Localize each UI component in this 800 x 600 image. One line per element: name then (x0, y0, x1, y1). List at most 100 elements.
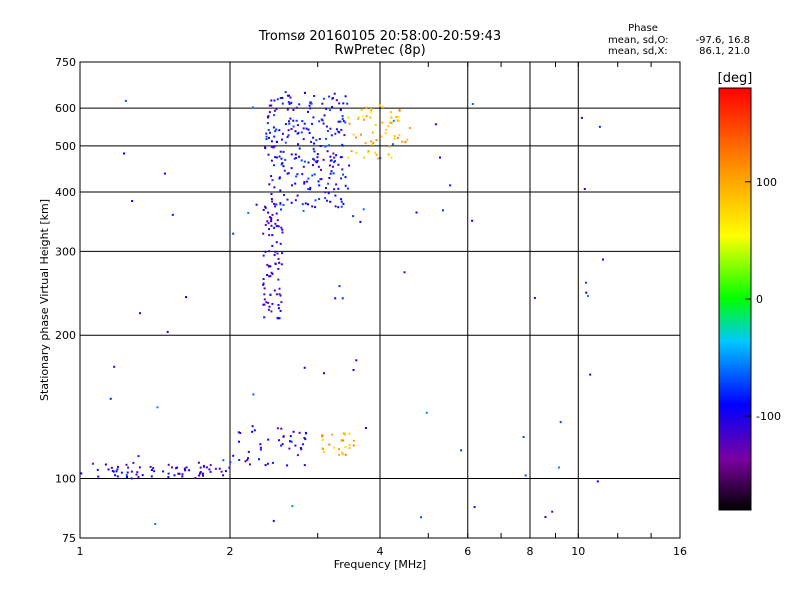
data-point (239, 432, 242, 434)
data-point (304, 438, 307, 441)
data-point (267, 301, 270, 304)
data-point (460, 449, 463, 452)
data-point (277, 278, 280, 281)
data-point (262, 283, 265, 286)
data-point (262, 278, 265, 280)
data-point (201, 473, 204, 475)
data-point (270, 310, 273, 313)
data-point (341, 117, 344, 120)
data-point (199, 466, 202, 469)
data-point (302, 138, 305, 141)
data-point (138, 466, 141, 469)
data-point (355, 359, 358, 362)
y-tick-label: 200 (55, 329, 76, 342)
data-point (544, 516, 547, 518)
data-point (167, 476, 170, 479)
data-point (278, 176, 281, 179)
data-point (397, 115, 400, 118)
data-point (262, 254, 265, 257)
data-point (294, 153, 297, 156)
data-point (113, 365, 116, 368)
data-point (379, 157, 382, 159)
data-point (271, 272, 274, 275)
colorbar-tick-label: -100 (756, 410, 781, 423)
x-tick-label: 10 (571, 545, 585, 558)
data-point (276, 98, 279, 101)
data-point (333, 92, 336, 95)
data-point (340, 205, 343, 208)
data-point (270, 175, 273, 178)
data-point (342, 120, 345, 123)
data-point (294, 199, 297, 202)
data-point (150, 475, 153, 478)
data-point (333, 156, 336, 159)
data-point (291, 184, 293, 187)
data-point (288, 122, 291, 125)
data-point (313, 150, 316, 153)
data-point (167, 472, 170, 475)
data-point (299, 447, 302, 449)
data-point (316, 153, 319, 156)
data-point (263, 316, 266, 319)
data-point (279, 202, 282, 204)
data-point (279, 294, 282, 297)
data-point (332, 172, 335, 175)
data-point (329, 109, 331, 112)
data-point (319, 178, 322, 181)
data-point (220, 470, 223, 473)
data-point (316, 156, 319, 159)
data-point (364, 142, 367, 145)
stats-o-values: -97.6, 16.8 (696, 35, 751, 46)
data-point (290, 128, 293, 130)
data-point (270, 198, 273, 200)
data-point (344, 184, 347, 187)
data-point (314, 160, 317, 163)
data-point (334, 205, 337, 208)
data-point (311, 205, 314, 208)
data-point (307, 161, 310, 164)
data-point (284, 158, 287, 161)
axis-ticks: 1 2 4 6 8 10 16 75 100 200 300 400 500 600 750 (55, 56, 687, 558)
data-point (390, 121, 393, 124)
data-point (284, 91, 287, 94)
data-point (329, 159, 332, 162)
data-point (309, 107, 312, 110)
data-point (238, 440, 240, 443)
data-point (307, 203, 309, 206)
data-point (322, 122, 325, 125)
data-point (283, 194, 285, 196)
data-point (293, 157, 296, 160)
data-point (352, 215, 355, 218)
data-point (298, 431, 301, 434)
data-point (303, 437, 306, 439)
data-point (350, 150, 353, 153)
data-point (262, 282, 265, 285)
data-point (279, 97, 282, 99)
data-point (270, 104, 273, 107)
data-point (348, 164, 351, 167)
data-point (328, 443, 331, 446)
data-point (266, 220, 269, 223)
data-point (280, 263, 283, 266)
data-point (323, 372, 325, 375)
data-point (442, 209, 444, 212)
data-point (325, 137, 327, 140)
data-point (266, 462, 269, 465)
data-point (278, 129, 281, 132)
data-point (264, 223, 267, 226)
data-point (270, 271, 273, 274)
data-point (183, 467, 186, 470)
data-point (271, 200, 274, 203)
data-point (314, 206, 317, 209)
data-point (370, 109, 373, 112)
data-point (96, 468, 99, 471)
data-point (185, 466, 188, 469)
chart-subtitle: RwPretec (8p) (334, 43, 425, 58)
data-point (294, 444, 297, 447)
data-point (362, 118, 365, 121)
data-point (396, 137, 399, 139)
data-point (218, 467, 221, 470)
data-point (277, 257, 280, 260)
data-point (471, 219, 474, 222)
data-point (346, 187, 349, 190)
